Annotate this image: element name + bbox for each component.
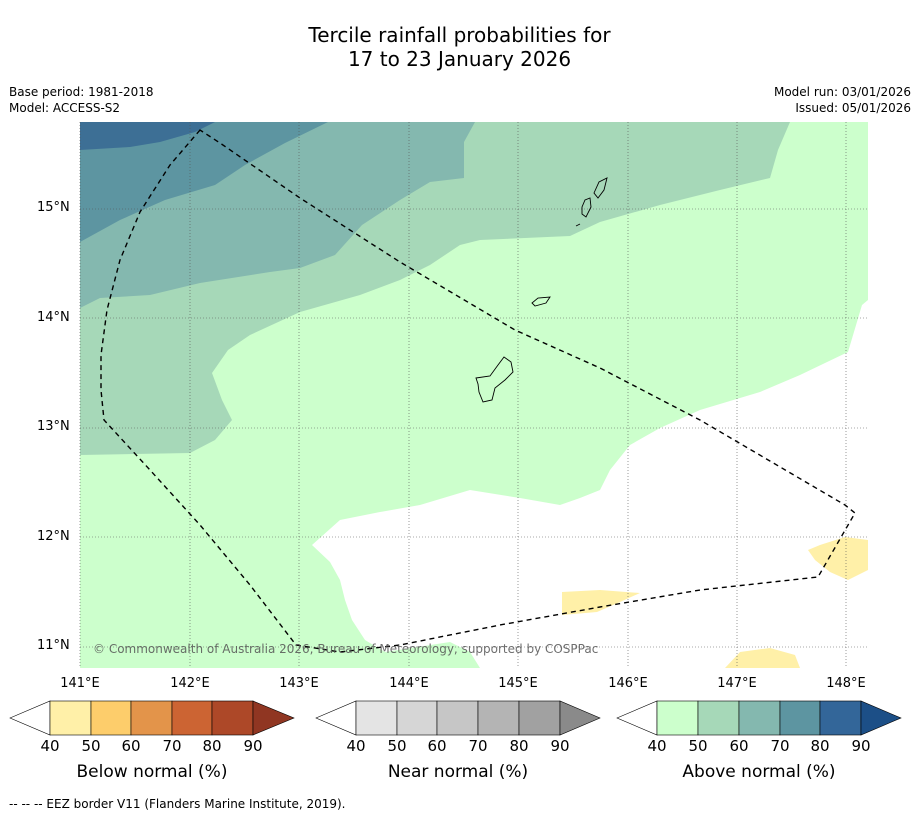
lon-label-146e: 146°E bbox=[608, 676, 648, 691]
eez-border bbox=[100, 129, 856, 653]
colorbar-above-swatch-40-50 bbox=[656, 700, 699, 736]
colorbar-above-tick: 40 bbox=[647, 737, 667, 755]
lat-label-15n: 15°N bbox=[37, 200, 70, 215]
colorbar-near-swatch-80-90 bbox=[518, 700, 561, 736]
below-normal-patch-south bbox=[562, 590, 640, 615]
colorbar-above-tick: 80 bbox=[810, 737, 830, 755]
gridlines bbox=[79, 122, 868, 668]
island-guam bbox=[475, 356, 514, 403]
colorbar-above-tick: 70 bbox=[770, 737, 790, 755]
lon-label-148e: 148°E bbox=[826, 676, 866, 691]
colorbar-below-tick: 90 bbox=[243, 737, 263, 755]
colorbar-below-swatch-70-80 bbox=[171, 700, 213, 736]
lon-label-145e: 145°E bbox=[498, 676, 538, 691]
colorbar-below-swatch-40-50 bbox=[49, 700, 92, 736]
colorbar-above-tick: 90 bbox=[851, 737, 871, 755]
colorbar-above-lower-arrow bbox=[616, 700, 658, 736]
island-saipan bbox=[593, 177, 608, 199]
colorbar-above-normal bbox=[616, 700, 902, 736]
model-run: Model run: 03/01/2026 bbox=[773, 85, 911, 99]
colorbar-near-tick: 70 bbox=[468, 737, 488, 755]
colorbar-above-tick: 50 bbox=[688, 737, 708, 755]
above-normal-80-90-region bbox=[80, 122, 215, 150]
colorbar-below-tick: 70 bbox=[162, 737, 182, 755]
colorbar-near-normal bbox=[315, 700, 601, 736]
metadata-left: Base period: 1981-2018 Model: ACCESS-S2 bbox=[9, 84, 154, 116]
colorbar-above-swatch-70-80 bbox=[779, 700, 821, 736]
colorbar-above-tick: 60 bbox=[729, 737, 749, 755]
colorbar-above-swatch-50-60 bbox=[697, 700, 740, 736]
colorbar-near-tick: 90 bbox=[550, 737, 570, 755]
below-normal-patch-southeast bbox=[725, 648, 800, 668]
lat-label-12n: 12°N bbox=[37, 529, 70, 544]
probability-shading bbox=[80, 122, 868, 668]
colorbar-near-swatch-40-50 bbox=[355, 700, 398, 736]
colorbar-near-swatch-50-60 bbox=[396, 700, 438, 736]
colorbar-near-lower-arrow bbox=[315, 700, 357, 736]
colorbar-above-swatch-80-90 bbox=[819, 700, 862, 736]
colorbar-below-title: Below normal (%) bbox=[76, 762, 228, 782]
metadata-right: Model run: 03/01/2026 Issued: 05/01/2026 bbox=[774, 84, 911, 116]
colorbar-near-swatch-60-70 bbox=[436, 700, 479, 736]
colorbar-below-tick: 60 bbox=[121, 737, 141, 755]
islands bbox=[475, 177, 608, 403]
chart-title-line2: 17 to 23 January 2026 bbox=[347, 47, 572, 71]
lon-label-144e: 144°E bbox=[389, 676, 429, 691]
colorbar-below-tick: 40 bbox=[40, 737, 60, 755]
colorbar-below-upper-arrow bbox=[252, 700, 295, 736]
colorbar-near-tick: 40 bbox=[346, 737, 366, 755]
copyright-notice: © Commonwealth of Australia 2026, Bureau… bbox=[93, 642, 599, 656]
colorbar-below-swatch-60-70 bbox=[130, 700, 173, 736]
model-name: Model: ACCESS-S2 bbox=[9, 101, 121, 115]
lon-label-141e: 141°E bbox=[60, 676, 100, 691]
colorbar-near-tick: 60 bbox=[427, 737, 447, 755]
lon-label-143e: 143°E bbox=[279, 676, 319, 691]
lon-label-147e: 147°E bbox=[717, 676, 757, 691]
colorbar-below-lower-arrow bbox=[9, 700, 51, 736]
island-rota bbox=[531, 296, 551, 307]
colorbar-below-tick: 50 bbox=[81, 737, 101, 755]
colorbar-near-tick: 50 bbox=[387, 737, 407, 755]
chart-title-line1: Tercile rainfall probabilities for bbox=[308, 23, 611, 47]
islet-aguijan bbox=[575, 223, 581, 227]
below-normal-patch-east bbox=[808, 537, 868, 580]
base-period: Base period: 1981-2018 bbox=[9, 85, 154, 99]
colorbar-above-upper-arrow bbox=[860, 700, 902, 736]
island-tinian bbox=[581, 197, 592, 218]
issued-date: Issued: 05/01/2026 bbox=[795, 101, 911, 115]
eez-footnote: -- -- -- EEZ border V11 (Flanders Marine… bbox=[9, 797, 346, 811]
colorbar-near-upper-arrow bbox=[559, 700, 601, 736]
colorbar-below-tick: 80 bbox=[202, 737, 222, 755]
colorbar-above-swatch-60-70 bbox=[738, 700, 781, 736]
colorbar-near-title: Near normal (%) bbox=[387, 762, 529, 782]
lat-label-14n: 14°N bbox=[37, 310, 70, 325]
colorbar-below-swatch-50-60 bbox=[90, 700, 132, 736]
colorbar-near-swatch-70-80 bbox=[477, 700, 520, 736]
colorbar-near-tick: 80 bbox=[509, 737, 529, 755]
lon-label-142e: 142°E bbox=[170, 676, 210, 691]
lat-label-13n: 13°N bbox=[37, 419, 70, 434]
colorbar-above-title: Above normal (%) bbox=[682, 762, 836, 782]
above-normal-70-80-region bbox=[80, 122, 328, 242]
colorbar-below-swatch-80-90 bbox=[211, 700, 254, 736]
lat-label-11n: 11°N bbox=[37, 638, 70, 653]
colorbar-below-normal bbox=[9, 700, 295, 736]
